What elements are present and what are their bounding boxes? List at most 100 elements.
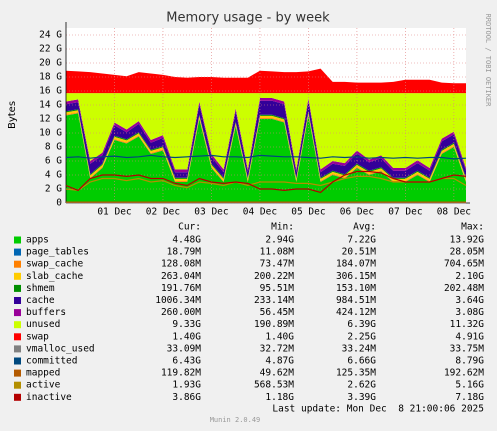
legend-value: 6.43G — [172, 356, 201, 367]
x-tick-label: 03 Dec — [194, 207, 228, 218]
y-tick-label: 14 G — [39, 100, 62, 111]
x-tick-label: 07 Dec — [388, 207, 422, 218]
legend-swatch — [14, 345, 21, 353]
y-tick-label: 8 G — [45, 142, 62, 153]
y-tick-label: 12 G — [39, 114, 62, 125]
legend-swatch — [14, 357, 21, 365]
legend-swatch — [14, 381, 21, 389]
y-tick-label: 18 G — [39, 72, 62, 83]
legend-value: 424.12M — [336, 307, 376, 318]
legend-value: 95.51M — [260, 283, 295, 294]
line — [65, 175, 467, 192]
x-tick-label: 06 Dec — [340, 207, 374, 218]
legend-value: 190.89M — [254, 319, 294, 330]
legend-name: inactive — [26, 392, 72, 403]
legend-value: 56.45M — [260, 307, 295, 318]
legend-value: 6.39G — [347, 319, 376, 330]
legend-value: 2.62G — [347, 380, 376, 391]
last-update: Last update: Mon Dec 8 21:00:06 2025 — [272, 404, 484, 415]
legend-name: committed — [26, 356, 77, 367]
area — [66, 93, 466, 170]
legend-value: 3.08G — [455, 307, 484, 318]
legend-header: Avg: — [353, 222, 376, 233]
legend-swatch — [14, 309, 21, 317]
legend-value: 2.25G — [347, 331, 376, 342]
legend-name: swap_cache — [26, 259, 83, 270]
legend-value: 4.87G — [265, 356, 294, 367]
y-tick-label: 4 G — [45, 170, 62, 181]
legend-header: Cur: — [178, 222, 201, 233]
legend-swatch — [14, 284, 21, 292]
legend-value: 202.48M — [444, 283, 484, 294]
legend-value: 8.79G — [455, 356, 484, 367]
legend-value: 33.24M — [342, 343, 377, 354]
line — [65, 170, 467, 194]
y-tick-label: 6 G — [45, 156, 62, 167]
legend-value: 33.09M — [167, 343, 202, 354]
legend-value: 119.82M — [161, 368, 201, 379]
legend-value: 153.10M — [336, 283, 376, 294]
legend-value: 3.86G — [172, 392, 201, 403]
legend-value: 9.33G — [172, 319, 201, 330]
legend-value: 1.93G — [172, 380, 201, 391]
legend-header: Max: — [461, 222, 484, 233]
legend-value: 20.51M — [342, 247, 377, 258]
legend-value: 33.75M — [450, 343, 485, 354]
legend-value: 128.08M — [161, 259, 201, 270]
line — [65, 154, 467, 160]
legend-value: 1.40G — [172, 331, 201, 342]
area — [66, 100, 466, 178]
legend-swatch — [14, 297, 21, 304]
y-tick-label: 0 — [56, 198, 62, 209]
side-label: RRDTOOL / TOBI OETIKER — [484, 14, 492, 108]
y-tick-label: 24 G — [39, 30, 62, 41]
area — [66, 68, 466, 94]
legend-value: 49.62M — [260, 368, 295, 379]
legend: Cur: Min: Avg: Max: apps 4.48G 2.94G 7.22G 13.92… — [14, 222, 484, 403]
legend-name: shmem — [26, 283, 55, 294]
y-tick-label: 16 G — [39, 86, 62, 97]
legend-swatch — [14, 369, 21, 377]
version: Munin 2.0.49 — [210, 416, 261, 424]
x-tick-label: 05 Dec — [291, 207, 325, 218]
legend-value: 73.47M — [260, 259, 295, 270]
legend-value: 11.32G — [450, 319, 485, 330]
legend-value: 5.16G — [455, 380, 484, 391]
x-tick-label: 04 Dec — [243, 207, 277, 218]
legend-value: 4.48G — [172, 235, 201, 246]
legend-value: 125.35M — [336, 368, 376, 379]
legend-value: 4.91G — [455, 331, 484, 342]
y-axis-label: Bytes — [7, 101, 18, 129]
legend-name: active — [26, 380, 61, 391]
legend-name: vmalloc_used — [26, 343, 95, 354]
legend-value: 7.18G — [455, 392, 484, 403]
legend-swatch — [14, 393, 21, 401]
legend-swatch — [14, 333, 21, 341]
legend-value: 306.15M — [336, 271, 376, 282]
legend-value: 1.18G — [265, 392, 294, 403]
legend-value: 28.05M — [450, 247, 485, 258]
legend-value: 2.94G — [265, 235, 294, 246]
legend-swatch — [14, 236, 21, 244]
y-tick-label: 2 G — [45, 184, 62, 195]
legend-swatch — [14, 248, 21, 256]
legend-name: cache — [26, 295, 55, 306]
legend-name: apps — [26, 235, 49, 246]
legend-name: mapped — [26, 368, 60, 379]
legend-swatch — [14, 272, 21, 280]
legend-value: 263.04M — [161, 271, 201, 282]
legend-value: 7.22G — [347, 235, 376, 246]
legend-value: 13.92G — [450, 235, 485, 246]
y-tick-label: 10 G — [39, 128, 62, 139]
legend-swatch — [14, 260, 21, 268]
area — [66, 113, 466, 203]
legend-value: 11.08M — [260, 247, 295, 258]
legend-value: 704.65M — [444, 259, 484, 270]
x-tick-label: 02 Dec — [146, 207, 180, 218]
legend-name: unused — [26, 319, 60, 330]
area — [66, 98, 466, 173]
x-tick-label: 01 Dec — [97, 207, 131, 218]
legend-name: buffers — [26, 307, 66, 318]
legend-value: 1006.34M — [155, 295, 201, 306]
